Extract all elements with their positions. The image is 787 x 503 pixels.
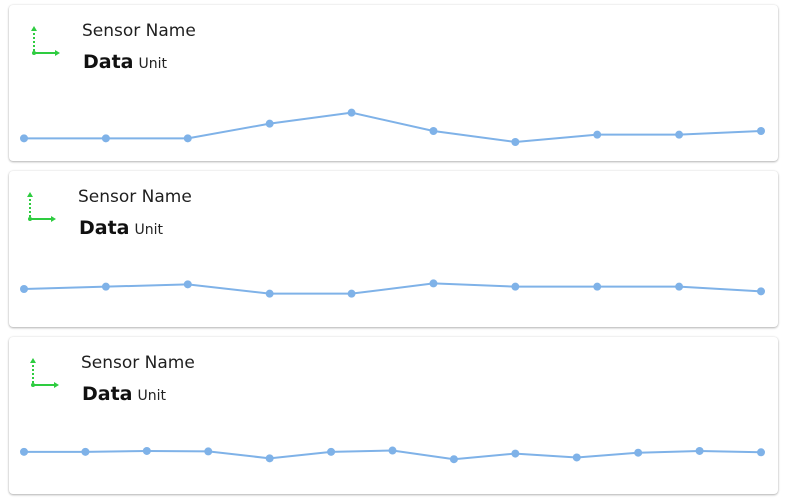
axis-arrows-icon: [30, 358, 59, 388]
sparkline-point[interactable]: [511, 138, 520, 146]
axis-arrows-icon: [27, 192, 56, 222]
sparkline-point[interactable]: [593, 282, 602, 291]
sparkline-point[interactable]: [449, 455, 458, 464]
sparkline-point[interactable]: [347, 108, 356, 117]
sensor-card-3[interactable]: Sensor Name Data Unit: [9, 337, 778, 494]
sparkline-point[interactable]: [757, 287, 765, 296]
sparkline-point[interactable]: [347, 289, 356, 298]
sparkline-point[interactable]: [675, 282, 684, 291]
sensor-name: Sensor Name: [78, 187, 192, 207]
sparkline-point[interactable]: [265, 119, 274, 128]
sensor-value: Data Unit: [82, 383, 166, 405]
sparkline-point[interactable]: [675, 130, 684, 139]
sparkline-point[interactable]: [757, 127, 765, 135]
sparkline-point[interactable]: [142, 446, 151, 455]
sparkline-point[interactable]: [511, 282, 520, 291]
sparkline: [20, 279, 765, 298]
sparkline-point[interactable]: [511, 449, 520, 458]
sparkline-point[interactable]: [20, 285, 28, 293]
sparkline-point[interactable]: [81, 447, 90, 456]
sparkline-point[interactable]: [429, 127, 438, 135]
sparkline-point[interactable]: [101, 134, 110, 143]
sensor-value: Data Unit: [83, 51, 167, 73]
sparkline-point[interactable]: [429, 279, 438, 288]
sparkline-line: [23, 282, 762, 295]
sparkline-point[interactable]: [20, 447, 28, 456]
sensor-value-text: Data: [79, 217, 130, 239]
sparkline-point[interactable]: [20, 134, 28, 143]
sparkline-point[interactable]: [593, 130, 602, 139]
sparkline-point[interactable]: [265, 454, 274, 463]
sensor-name: Sensor Name: [81, 353, 195, 373]
sparkline-line: [24, 111, 762, 144]
sparkline-point[interactable]: [204, 447, 213, 456]
sensor-value-text: Data: [82, 383, 133, 405]
sensor-name: Sensor Name: [82, 21, 196, 41]
sensor-unit: Unit: [134, 222, 164, 238]
sensor-unit: Unit: [138, 56, 168, 72]
sparkline-point[interactable]: [757, 448, 765, 457]
axis-arrows-icon: [31, 26, 60, 56]
sparkline: [20, 446, 765, 464]
sparkline-point[interactable]: [327, 447, 336, 456]
sensor-value: Data Unit: [79, 217, 163, 239]
sensor-card-1[interactable]: Sensor Name Data Unit: [9, 5, 778, 161]
sparkline-point[interactable]: [183, 280, 192, 289]
sparkline: [20, 108, 765, 146]
sensor-unit: Unit: [137, 388, 167, 404]
sparkline-point[interactable]: [101, 282, 110, 291]
sparkline-point[interactable]: [183, 134, 192, 143]
sparkline-point[interactable]: [634, 448, 643, 457]
sensor-card-2[interactable]: Sensor Name Data Unit: [9, 171, 778, 327]
sparkline-point[interactable]: [388, 446, 397, 455]
sensor-value-text: Data: [83, 51, 134, 73]
sparkline-point[interactable]: [572, 453, 581, 462]
sparkline-point[interactable]: [695, 446, 704, 455]
sparkline-point[interactable]: [265, 289, 274, 298]
